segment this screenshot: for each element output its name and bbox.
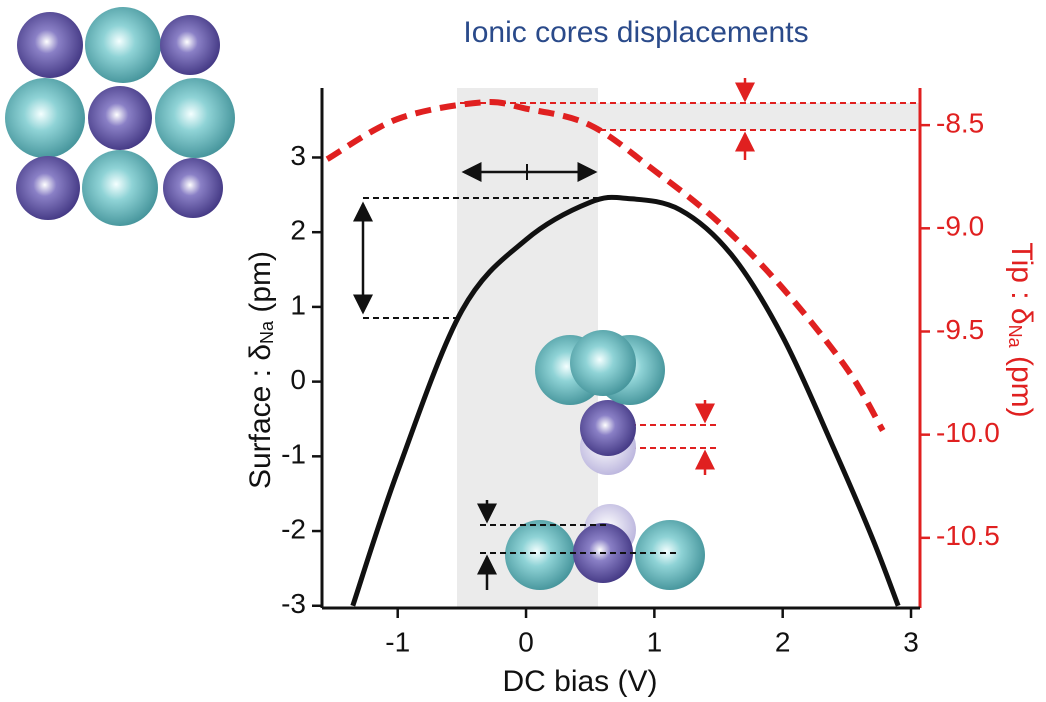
crystal-inset <box>5 7 235 226</box>
y2-axis-label: Na <box>1005 325 1025 349</box>
y2-axis-label: (pm) <box>1005 348 1038 418</box>
y2-tick-label: -10.5 <box>936 520 1000 551</box>
y-axis-label: Surface : δ <box>244 344 277 489</box>
plot: -1 0 1 2 3 -3 -2 -1 0 1 2 3 -10.5 -10.0 -9.5 -9.0 -8.5 <box>281 88 1000 657</box>
y-axis-label: (pm) <box>244 251 277 321</box>
y-tick-label: -3 <box>281 588 306 619</box>
y-axis-label: Surface : δNa (pm) <box>244 251 277 489</box>
cluster-apex-spheres <box>535 330 665 475</box>
data-line <box>350 194 901 607</box>
y-tick-label: 3 <box>290 140 306 171</box>
y-axis-label: Na <box>257 320 277 344</box>
y-tick-label: 2 <box>290 215 306 246</box>
y2-tick-label: -9.5 <box>936 314 984 345</box>
chart-title: Ionic cores displacements <box>463 16 808 49</box>
y2-axis-label: Tip : δNa (pm) <box>1005 242 1038 417</box>
data-line <box>325 99 886 433</box>
y-tick-label: -2 <box>281 513 306 544</box>
y2-axis-label: Tip : δ <box>1005 242 1038 324</box>
y-tick-label: -1 <box>281 439 306 470</box>
y-tick-label: 1 <box>290 289 306 320</box>
y2-tick-label: -10.0 <box>936 417 1000 448</box>
annotation-lines <box>353 78 920 475</box>
x-tick-label: 1 <box>647 626 663 657</box>
surface-spheres <box>477 500 705 590</box>
x-tick-label: 0 <box>518 626 534 657</box>
x-axis-label: DC bias (V) <box>502 665 657 698</box>
y2-tick-label: -8.5 <box>936 108 984 139</box>
y2-tick-label: -9.0 <box>936 211 984 242</box>
x-tick-label: 2 <box>775 626 791 657</box>
x-tick-label: -1 <box>385 626 410 657</box>
y-tick-label: 0 <box>290 364 306 395</box>
x-tick-label: 3 <box>903 626 919 657</box>
